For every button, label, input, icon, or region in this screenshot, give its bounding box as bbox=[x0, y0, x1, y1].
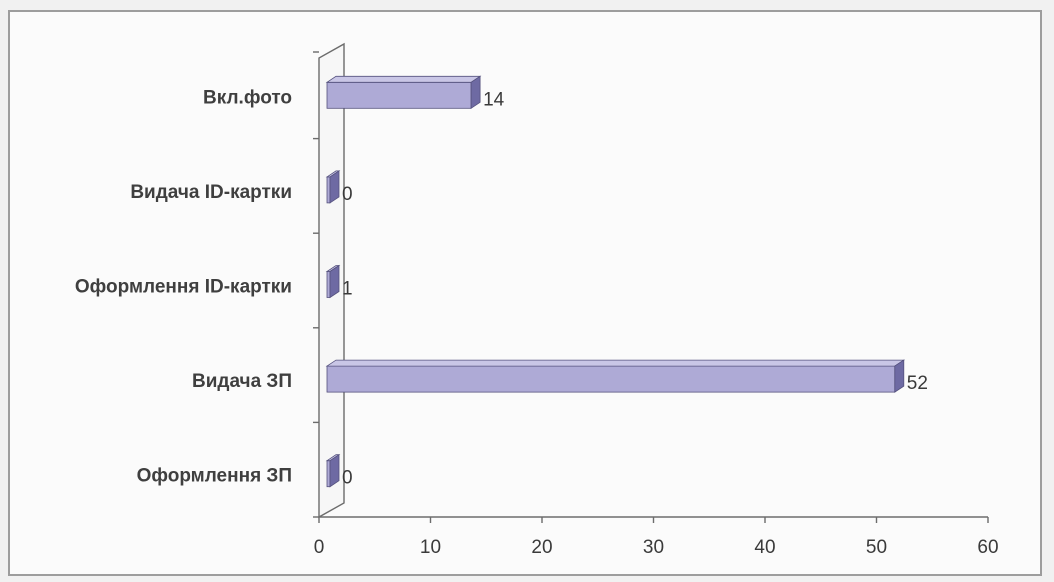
x-tick-label: 30 bbox=[643, 537, 664, 558]
category-label: Видача ЗП bbox=[192, 371, 292, 392]
bar-top bbox=[325, 359, 906, 367]
data-label: 0 bbox=[342, 184, 353, 205]
category-label: Оформлення ID-картки bbox=[75, 277, 292, 298]
data-label: 14 bbox=[483, 89, 505, 110]
bar-front bbox=[326, 460, 331, 488]
x-tick-label: 10 bbox=[420, 537, 441, 558]
x-tick-label: 60 bbox=[977, 537, 998, 558]
x-tick-label: 40 bbox=[754, 537, 775, 558]
data-label: 52 bbox=[907, 373, 928, 394]
x-tick-label: 50 bbox=[866, 537, 887, 558]
category-label: Вкл.фото bbox=[203, 87, 292, 108]
chart-frame: 0 10 20 30 40 50 60 Вкл.фото 14 Видача ID-картки 0… bbox=[8, 10, 1042, 576]
data-label: 0 bbox=[342, 468, 353, 489]
bar-front bbox=[326, 81, 472, 109]
category-label: Оформлення ЗП bbox=[137, 466, 292, 487]
bar-front bbox=[326, 176, 331, 204]
bar-side bbox=[470, 75, 481, 110]
category-label: Видача ID-картки bbox=[130, 182, 292, 203]
bar-side bbox=[329, 264, 340, 299]
bar-front bbox=[326, 271, 331, 298]
x-tick-label: 0 bbox=[314, 537, 325, 558]
bar-side bbox=[329, 170, 340, 204]
bar-top bbox=[325, 75, 482, 83]
bar-side bbox=[329, 453, 340, 488]
bar-side bbox=[894, 359, 905, 393]
x-tick-label: 20 bbox=[531, 537, 552, 558]
bar-front bbox=[326, 365, 896, 393]
data-label: 1 bbox=[342, 279, 353, 300]
